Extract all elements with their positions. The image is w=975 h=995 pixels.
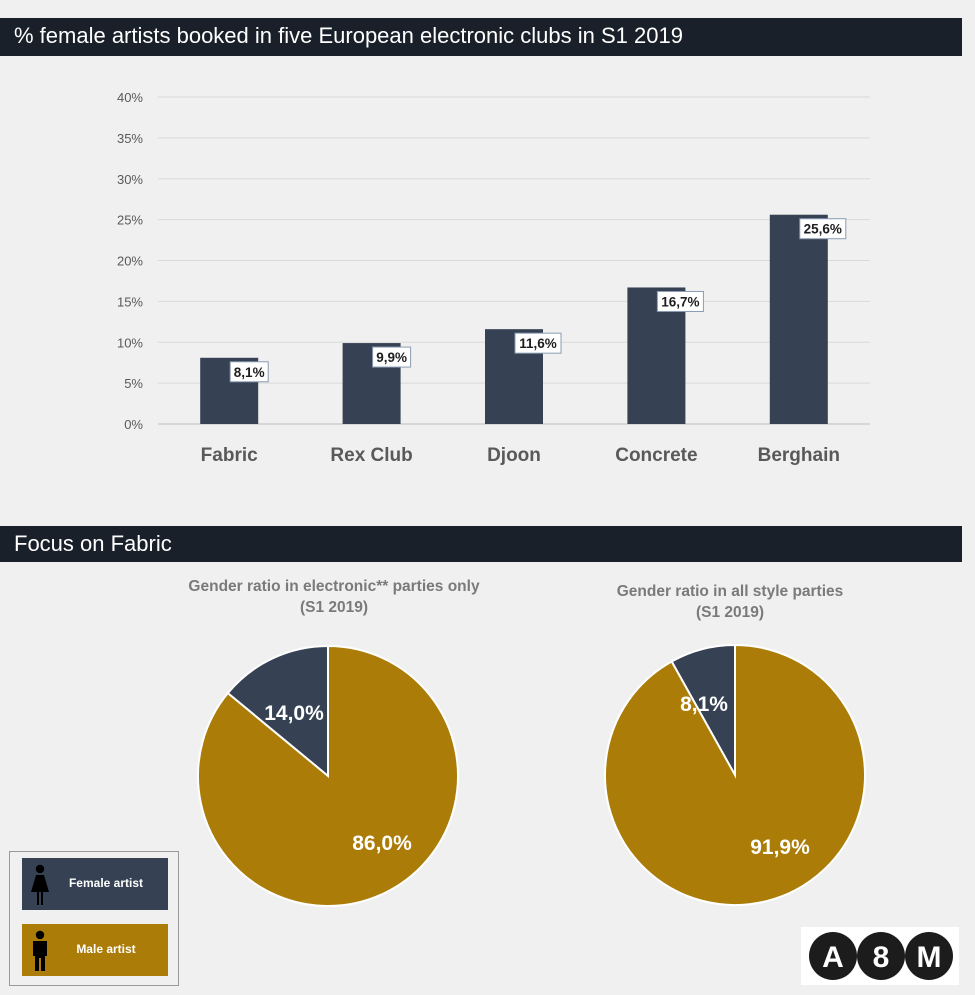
legend-female-label: Female artist (68, 876, 144, 890)
logo: A 8 M (801, 927, 959, 985)
data-label: 11,6% (519, 336, 557, 351)
legend: Female artist Male artist (9, 851, 179, 986)
x-tick-label: Berghain (758, 445, 840, 466)
pie2-subtitle: (S1 2019) (695, 604, 765, 621)
y-tick-label: 25% (117, 213, 143, 228)
x-tick-label: Djoon (487, 445, 541, 466)
pie-slice-female (226, 644, 329, 779)
y-tick-label: 35% (117, 131, 143, 146)
pie1-title-text: Gender ratio in electronic** parties onl… (188, 578, 480, 595)
y-tick-label: 20% (117, 254, 143, 269)
pie-slice-female (670, 643, 736, 779)
data-label: 25,6% (804, 222, 842, 237)
y-tick-label: 5% (124, 376, 143, 391)
logo-letter-a: A (822, 941, 844, 974)
y-tick-label: 40% (117, 90, 143, 105)
pie1-title: Gender ratio in electronic** parties onl… (134, 576, 534, 618)
pie2-title-text: Gender ratio in all style parties (616, 583, 844, 600)
data-label: 9,9% (376, 350, 407, 365)
pie-slice-male (197, 644, 459, 907)
male-icon (33, 930, 47, 971)
data-label: 16,7% (661, 294, 699, 309)
section-title-bar: Focus on Fabric (0, 526, 962, 562)
data-label-box (229, 361, 269, 383)
data-label-box (514, 332, 562, 354)
data-label: 8,1% (234, 365, 265, 380)
data-label-box (799, 218, 847, 240)
pie-data-label: 86,0% (352, 832, 412, 855)
female-icon (31, 864, 49, 905)
pie-slice-male (604, 643, 866, 906)
pie-data-label: 8,1% (680, 693, 728, 716)
data-label-box (656, 290, 704, 312)
pie1-subtitle: (S1 2019) (299, 599, 369, 616)
x-tick-label: Fabric (201, 445, 258, 466)
logo-letter-m: M (917, 941, 942, 974)
logo-letter-8: 8 (873, 941, 890, 974)
pie-data-label: 14,0% (264, 702, 324, 725)
bar-chart: 0% 5% 10% 15% 20% 25% 30% 35% 40% 8,1% Fabric 9,9%… (117, 90, 870, 466)
y-tick-label: 10% (117, 335, 143, 350)
legend-male: Male artist (22, 924, 168, 976)
legend-male-label: Male artist (76, 942, 136, 956)
y-tick-label: 15% (117, 294, 143, 309)
legend-female: Female artist (22, 858, 168, 910)
pie-data-label: 91,9% (750, 836, 810, 859)
bar (769, 214, 828, 424)
data-label-box (372, 346, 412, 368)
pie2-title: Gender ratio in all style parties (S1 20… (530, 581, 930, 623)
y-tick-label: 0% (124, 417, 143, 432)
chart-title-bar: % female artists booked in five European… (0, 18, 962, 56)
x-tick-label: Concrete (615, 445, 697, 466)
y-tick-label: 30% (117, 172, 143, 187)
x-tick-label: Rex Club (330, 445, 412, 466)
